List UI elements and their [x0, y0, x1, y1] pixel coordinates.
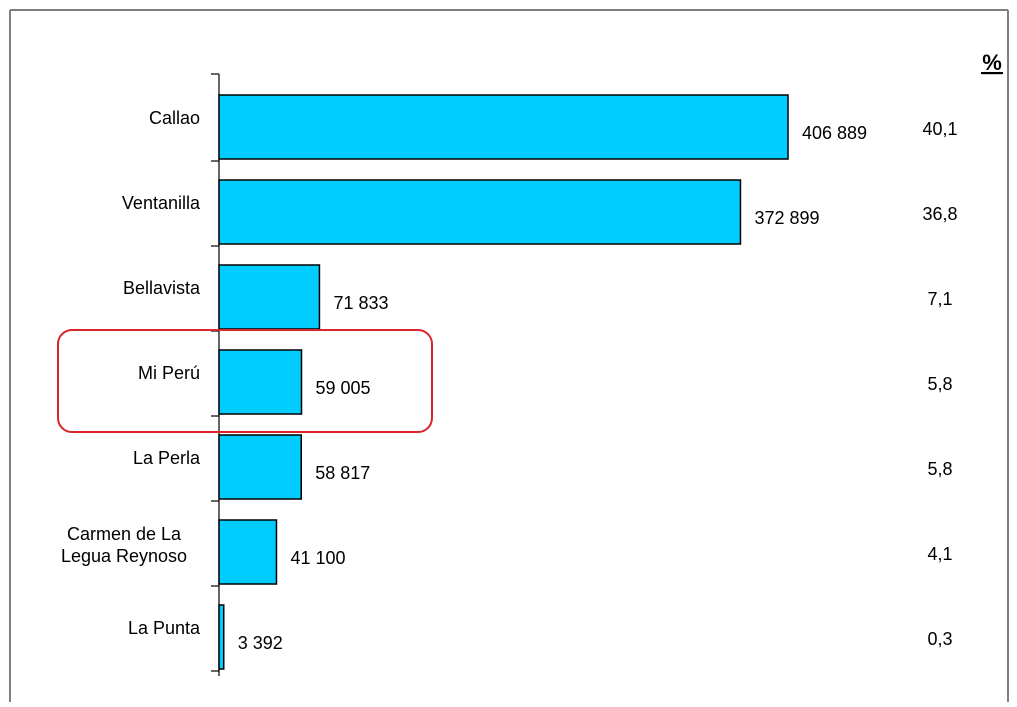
percent-label: 7,1	[927, 289, 952, 309]
category-label: La Punta	[128, 618, 201, 638]
bar-4	[218, 349, 303, 415]
bar-7	[218, 604, 225, 670]
percent-label: 0,3	[927, 629, 952, 649]
value-label: 58 817	[315, 463, 370, 483]
value-label: 41 100	[290, 548, 345, 568]
percent-label: 40,1	[922, 119, 957, 139]
category-label: La Perla	[133, 448, 201, 468]
bar-1	[218, 94, 789, 160]
value-label: 372 899	[754, 208, 819, 228]
bar-6	[218, 519, 278, 585]
bar-5	[218, 434, 303, 500]
percent-label: 5,8	[927, 374, 952, 394]
bar-3	[218, 264, 321, 330]
highlight-box	[57, 329, 433, 433]
category-label: Bellavista	[123, 278, 201, 298]
category-label: Mi Perú	[138, 363, 200, 383]
value-label: 71 833	[333, 293, 388, 313]
value-label: 3 392	[238, 633, 283, 653]
value-label: 406 889	[802, 123, 867, 143]
category-label: Callao	[149, 108, 200, 128]
category-label: Carmen de La Legua Reynoso	[61, 524, 187, 566]
category-label: Ventanilla	[122, 193, 201, 213]
percent-column-header: %	[982, 50, 1002, 75]
value-label: 59 005	[316, 378, 371, 398]
percent-label: 5,8	[927, 459, 952, 479]
percent-label: 36,8	[922, 204, 957, 224]
bar-2	[218, 179, 742, 245]
percent-label: 4,1	[927, 544, 952, 564]
